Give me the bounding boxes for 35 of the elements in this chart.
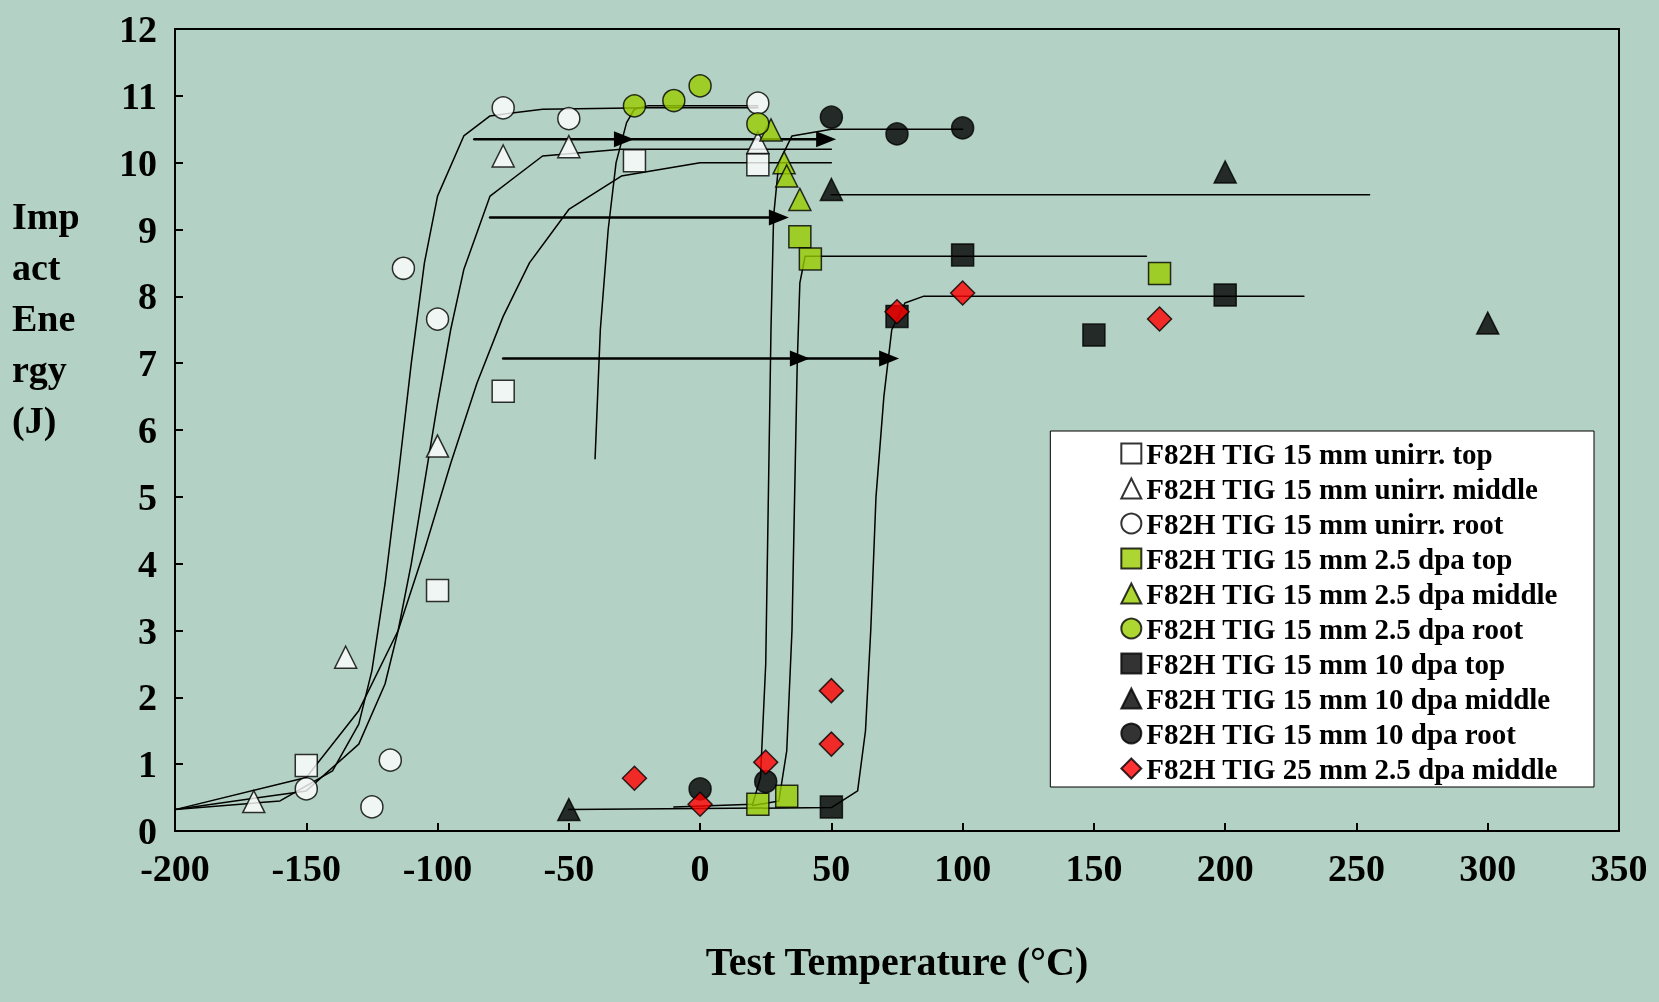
y-tick-label: 9 xyxy=(138,208,157,251)
x-tick-label: 100 xyxy=(934,847,992,889)
y-tick-label: 2 xyxy=(138,676,157,719)
x-tick-label: 250 xyxy=(1327,847,1385,889)
legend-label: F82H TIG 15 mm unirr. root xyxy=(1146,507,1504,540)
y-tick-label: 11 xyxy=(121,74,157,117)
x-tick-label: 0 xyxy=(690,847,710,889)
legend-label: F82H TIG 15 mm unirr. top xyxy=(1146,437,1493,470)
x-tick-label: 300 xyxy=(1459,847,1517,889)
x-tick-label: 150 xyxy=(1065,847,1123,889)
y-tick-label: 6 xyxy=(138,409,157,451)
y-tick-label: 8 xyxy=(138,275,157,318)
x-tick-label: -150 xyxy=(271,847,342,889)
legend-label: F82H TIG 15 mm 2.5 dpa top xyxy=(1146,542,1513,575)
x-tick-label: -50 xyxy=(543,847,595,889)
y-tick-label: 12 xyxy=(119,8,157,50)
x-tick-label: 50 xyxy=(812,847,851,889)
legend-label: F82H TIG 15 mm unirr. middle xyxy=(1146,472,1538,505)
y-axis-title: Impact Energy (J) xyxy=(12,194,80,442)
x-tick-label: 350 xyxy=(1590,847,1648,889)
legend-label: F82H TIG 15 mm 2.5 dpa root xyxy=(1146,612,1524,645)
y-tick-label: 10 xyxy=(119,141,157,184)
x-axis-title: Test Temperature (°C) xyxy=(705,938,1089,984)
y-tick-label: 4 xyxy=(138,542,157,585)
y-tick-label: 3 xyxy=(138,609,157,652)
legend-label: F82H TIG 25 mm 2.5 dpa middle xyxy=(1146,752,1558,785)
y-tick-label: 7 xyxy=(138,342,157,385)
legend-label: F82H TIG 15 mm 10 dpa top xyxy=(1146,647,1506,680)
legend-label: F82H TIG 15 mm 2.5 dpa middle xyxy=(1146,577,1558,610)
y-tick-label: 1 xyxy=(138,743,157,786)
x-tick-label: 200 xyxy=(1196,847,1254,889)
legend-label: F82H TIG 15 mm 10 dpa root xyxy=(1146,717,1517,750)
y-tick-label: 5 xyxy=(138,475,157,518)
legend-label: F82H TIG 15 mm 10 dpa middle xyxy=(1146,682,1551,715)
x-tick-label: -100 xyxy=(402,847,473,889)
